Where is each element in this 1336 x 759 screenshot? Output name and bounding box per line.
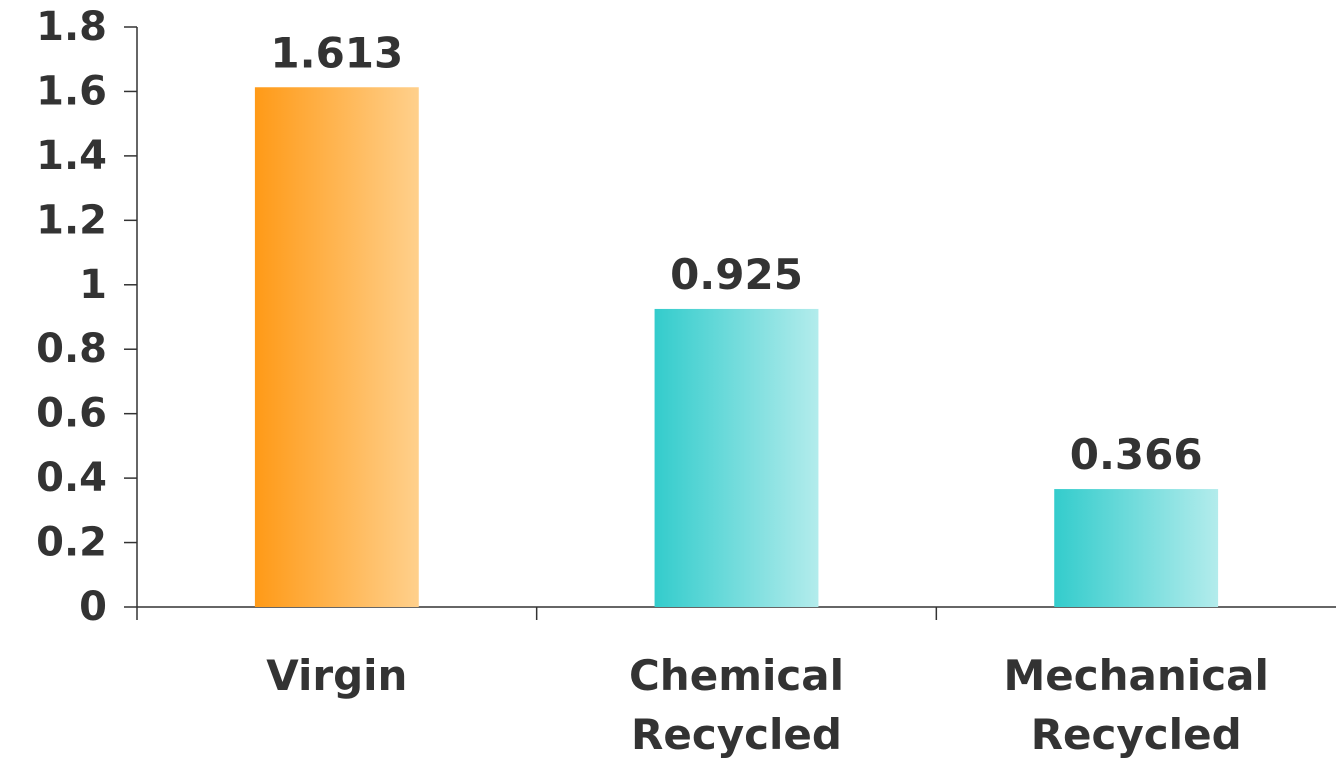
x-category-label: Recycled <box>1031 710 1242 759</box>
data-label: 0.366 <box>1070 430 1203 479</box>
y-tick-label: 1.8 <box>36 4 107 50</box>
bar <box>1054 489 1219 607</box>
x-category-label: Chemical <box>629 651 844 700</box>
y-tick-label: 0.6 <box>36 391 107 437</box>
y-tick-label: 1.6 <box>36 68 107 114</box>
x-category-label: Virgin <box>266 651 407 700</box>
y-tick-label: 0.8 <box>36 326 107 372</box>
data-label: 0.925 <box>670 250 803 299</box>
bars <box>254 87 1219 607</box>
x-axis <box>136 606 1336 620</box>
bar <box>254 87 419 607</box>
y-tick-label: 1.4 <box>36 133 107 179</box>
x-category-label: Recycled <box>631 710 842 759</box>
data-label: 1.613 <box>270 28 403 77</box>
y-tick-label: 0.2 <box>36 520 107 566</box>
data-labels: 1.613 0.925 0.366 <box>270 28 1202 479</box>
y-tick-label: 1 <box>79 262 107 308</box>
y-tick-label: 0.4 <box>36 455 107 501</box>
y-tick-label: 1.2 <box>36 197 107 243</box>
x-category-label: Mechanical <box>1003 651 1268 700</box>
y-axis: 0 0.2 0.4 0.6 0.8 1 1.2 1.4 1.6 1.8 <box>36 4 138 630</box>
bar <box>654 308 819 607</box>
category-labels: Virgin Chemical Recycled Mechanical Recycled <box>266 651 1269 759</box>
y-tick-label: 0 <box>79 584 107 630</box>
